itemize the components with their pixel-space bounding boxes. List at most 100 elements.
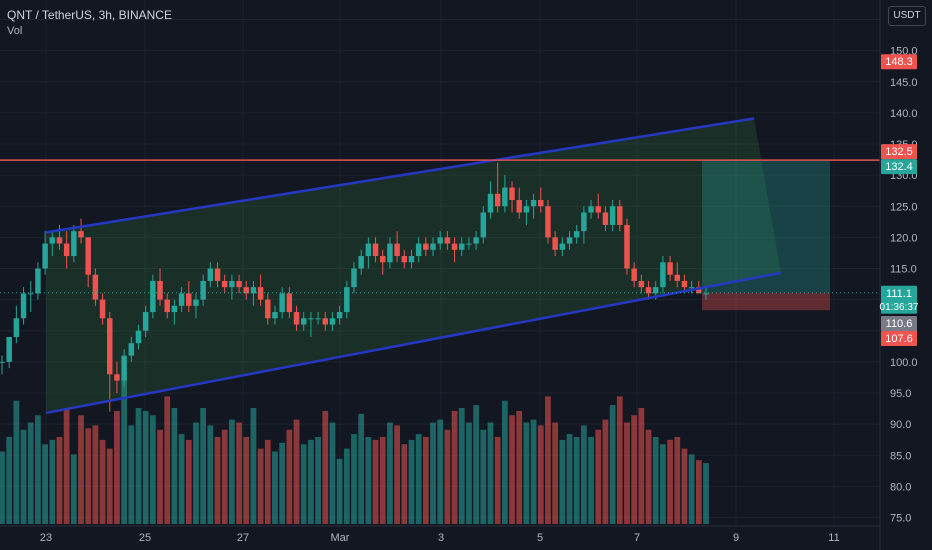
candle-body[interactable]	[638, 280, 645, 288]
candle-body[interactable]	[135, 330, 142, 344]
candle-body[interactable]	[164, 299, 170, 313]
candle-body[interactable]	[595, 206, 601, 213]
candle-body[interactable]	[13, 318, 20, 337]
volume-indicator-label[interactable]: Vol	[7, 25, 23, 37]
candle-body[interactable]	[538, 200, 544, 207]
candle-body[interactable]	[444, 237, 451, 244]
candle-body[interactable]	[28, 293, 34, 295]
price-axis[interactable]	[880, 0, 932, 550]
candle-body[interactable]	[329, 318, 336, 325]
candle-body[interactable]	[602, 212, 609, 225]
candle-body[interactable]	[674, 274, 680, 281]
candle-body[interactable]	[358, 256, 364, 269]
candle-body[interactable]	[42, 243, 48, 269]
candle-body[interactable]	[221, 280, 228, 288]
candle-body[interactable]	[279, 293, 285, 313]
time-axis[interactable]	[0, 526, 880, 550]
candle-body[interactable]	[588, 206, 594, 213]
channel-lower-line[interactable]	[45, 271, 782, 415]
candle-body[interactable]	[322, 318, 328, 325]
candle-body[interactable]	[214, 268, 221, 281]
candles[interactable]	[0, 162, 709, 412]
candle-body[interactable]	[696, 287, 702, 294]
candle-body[interactable]	[308, 318, 314, 320]
candle-body[interactable]	[423, 243, 429, 250]
candle-body[interactable]	[142, 312, 149, 331]
candle-body[interactable]	[372, 243, 379, 257]
candle-body[interactable]	[523, 206, 530, 213]
candle-body[interactable]	[365, 243, 372, 257]
candle-body[interactable]	[200, 280, 206, 300]
candle-body[interactable]	[530, 200, 537, 207]
candle-body[interactable]	[35, 268, 41, 294]
candle-body[interactable]	[487, 193, 494, 213]
candle-body[interactable]	[236, 280, 242, 288]
channel-upper-line[interactable]	[45, 117, 755, 234]
candle-body[interactable]	[150, 280, 156, 313]
candle-body[interactable]	[516, 200, 522, 213]
candle-body[interactable]	[71, 231, 77, 257]
candle-body[interactable]	[171, 305, 178, 313]
candle-body[interactable]	[494, 193, 501, 207]
candle-body[interactable]	[480, 212, 487, 238]
candle-body[interactable]	[114, 374, 120, 381]
candle-body[interactable]	[415, 243, 422, 257]
candle-body[interactable]	[107, 318, 113, 375]
candle-body[interactable]	[652, 287, 659, 294]
currency-button[interactable]: USDT	[888, 6, 926, 26]
candle-body[interactable]	[293, 312, 300, 325]
candle-body[interactable]	[466, 243, 472, 245]
candle-body[interactable]	[681, 280, 688, 288]
candle-body[interactable]	[20, 293, 27, 319]
candle-body[interactable]	[552, 237, 558, 250]
candle-body[interactable]	[688, 287, 695, 289]
candle-body[interactable]	[617, 206, 623, 225]
candle-body[interactable]	[336, 312, 343, 319]
candle-body[interactable]	[186, 293, 192, 306]
candle-body[interactable]	[351, 268, 357, 288]
candle-body[interactable]	[645, 287, 652, 294]
candle-body[interactable]	[257, 287, 264, 300]
candle-body[interactable]	[49, 237, 56, 244]
candle-body[interactable]	[459, 243, 465, 250]
candle-body[interactable]	[78, 231, 84, 238]
stop-zone[interactable]	[702, 292, 830, 311]
candle-body[interactable]	[6, 336, 12, 362]
candle-body[interactable]	[631, 268, 637, 281]
candle-body[interactable]	[609, 206, 616, 225]
candle-body[interactable]	[559, 243, 566, 250]
candle-body[interactable]	[178, 293, 185, 306]
candle-body[interactable]	[437, 237, 443, 244]
candle-body[interactable]	[300, 318, 307, 325]
candle-body[interactable]	[92, 274, 99, 300]
candle-body[interactable]	[229, 280, 235, 288]
candle-body[interactable]	[408, 256, 415, 263]
candle-body[interactable]	[128, 343, 135, 356]
candle-body[interactable]	[667, 262, 673, 275]
candle-body[interactable]	[272, 312, 278, 319]
candle-body[interactable]	[56, 237, 63, 244]
candle-body[interactable]	[265, 299, 271, 319]
candle-body[interactable]	[315, 318, 321, 320]
candle-body[interactable]	[573, 231, 580, 238]
candle-body[interactable]	[624, 224, 630, 269]
candle-body[interactable]	[63, 243, 70, 257]
candle-body[interactable]	[473, 237, 479, 244]
candle-body[interactable]	[243, 287, 249, 294]
candle-body[interactable]	[451, 243, 458, 250]
candle-body[interactable]	[85, 237, 91, 275]
candle-body[interactable]	[250, 287, 257, 294]
candle-body[interactable]	[157, 280, 163, 300]
candle-body[interactable]	[545, 206, 551, 238]
candle-body[interactable]	[387, 243, 393, 263]
candle-body[interactable]	[502, 187, 508, 207]
candle-body[interactable]	[207, 268, 214, 281]
candle-body[interactable]	[660, 262, 666, 288]
candle-body[interactable]	[286, 293, 293, 313]
candle-body[interactable]	[566, 237, 573, 244]
candle-body[interactable]	[430, 243, 436, 250]
symbol-title[interactable]: QNT / TetherUS, 3h, BINANCE	[7, 8, 172, 22]
candle-body[interactable]	[121, 355, 127, 381]
candle-body[interactable]	[193, 299, 199, 306]
